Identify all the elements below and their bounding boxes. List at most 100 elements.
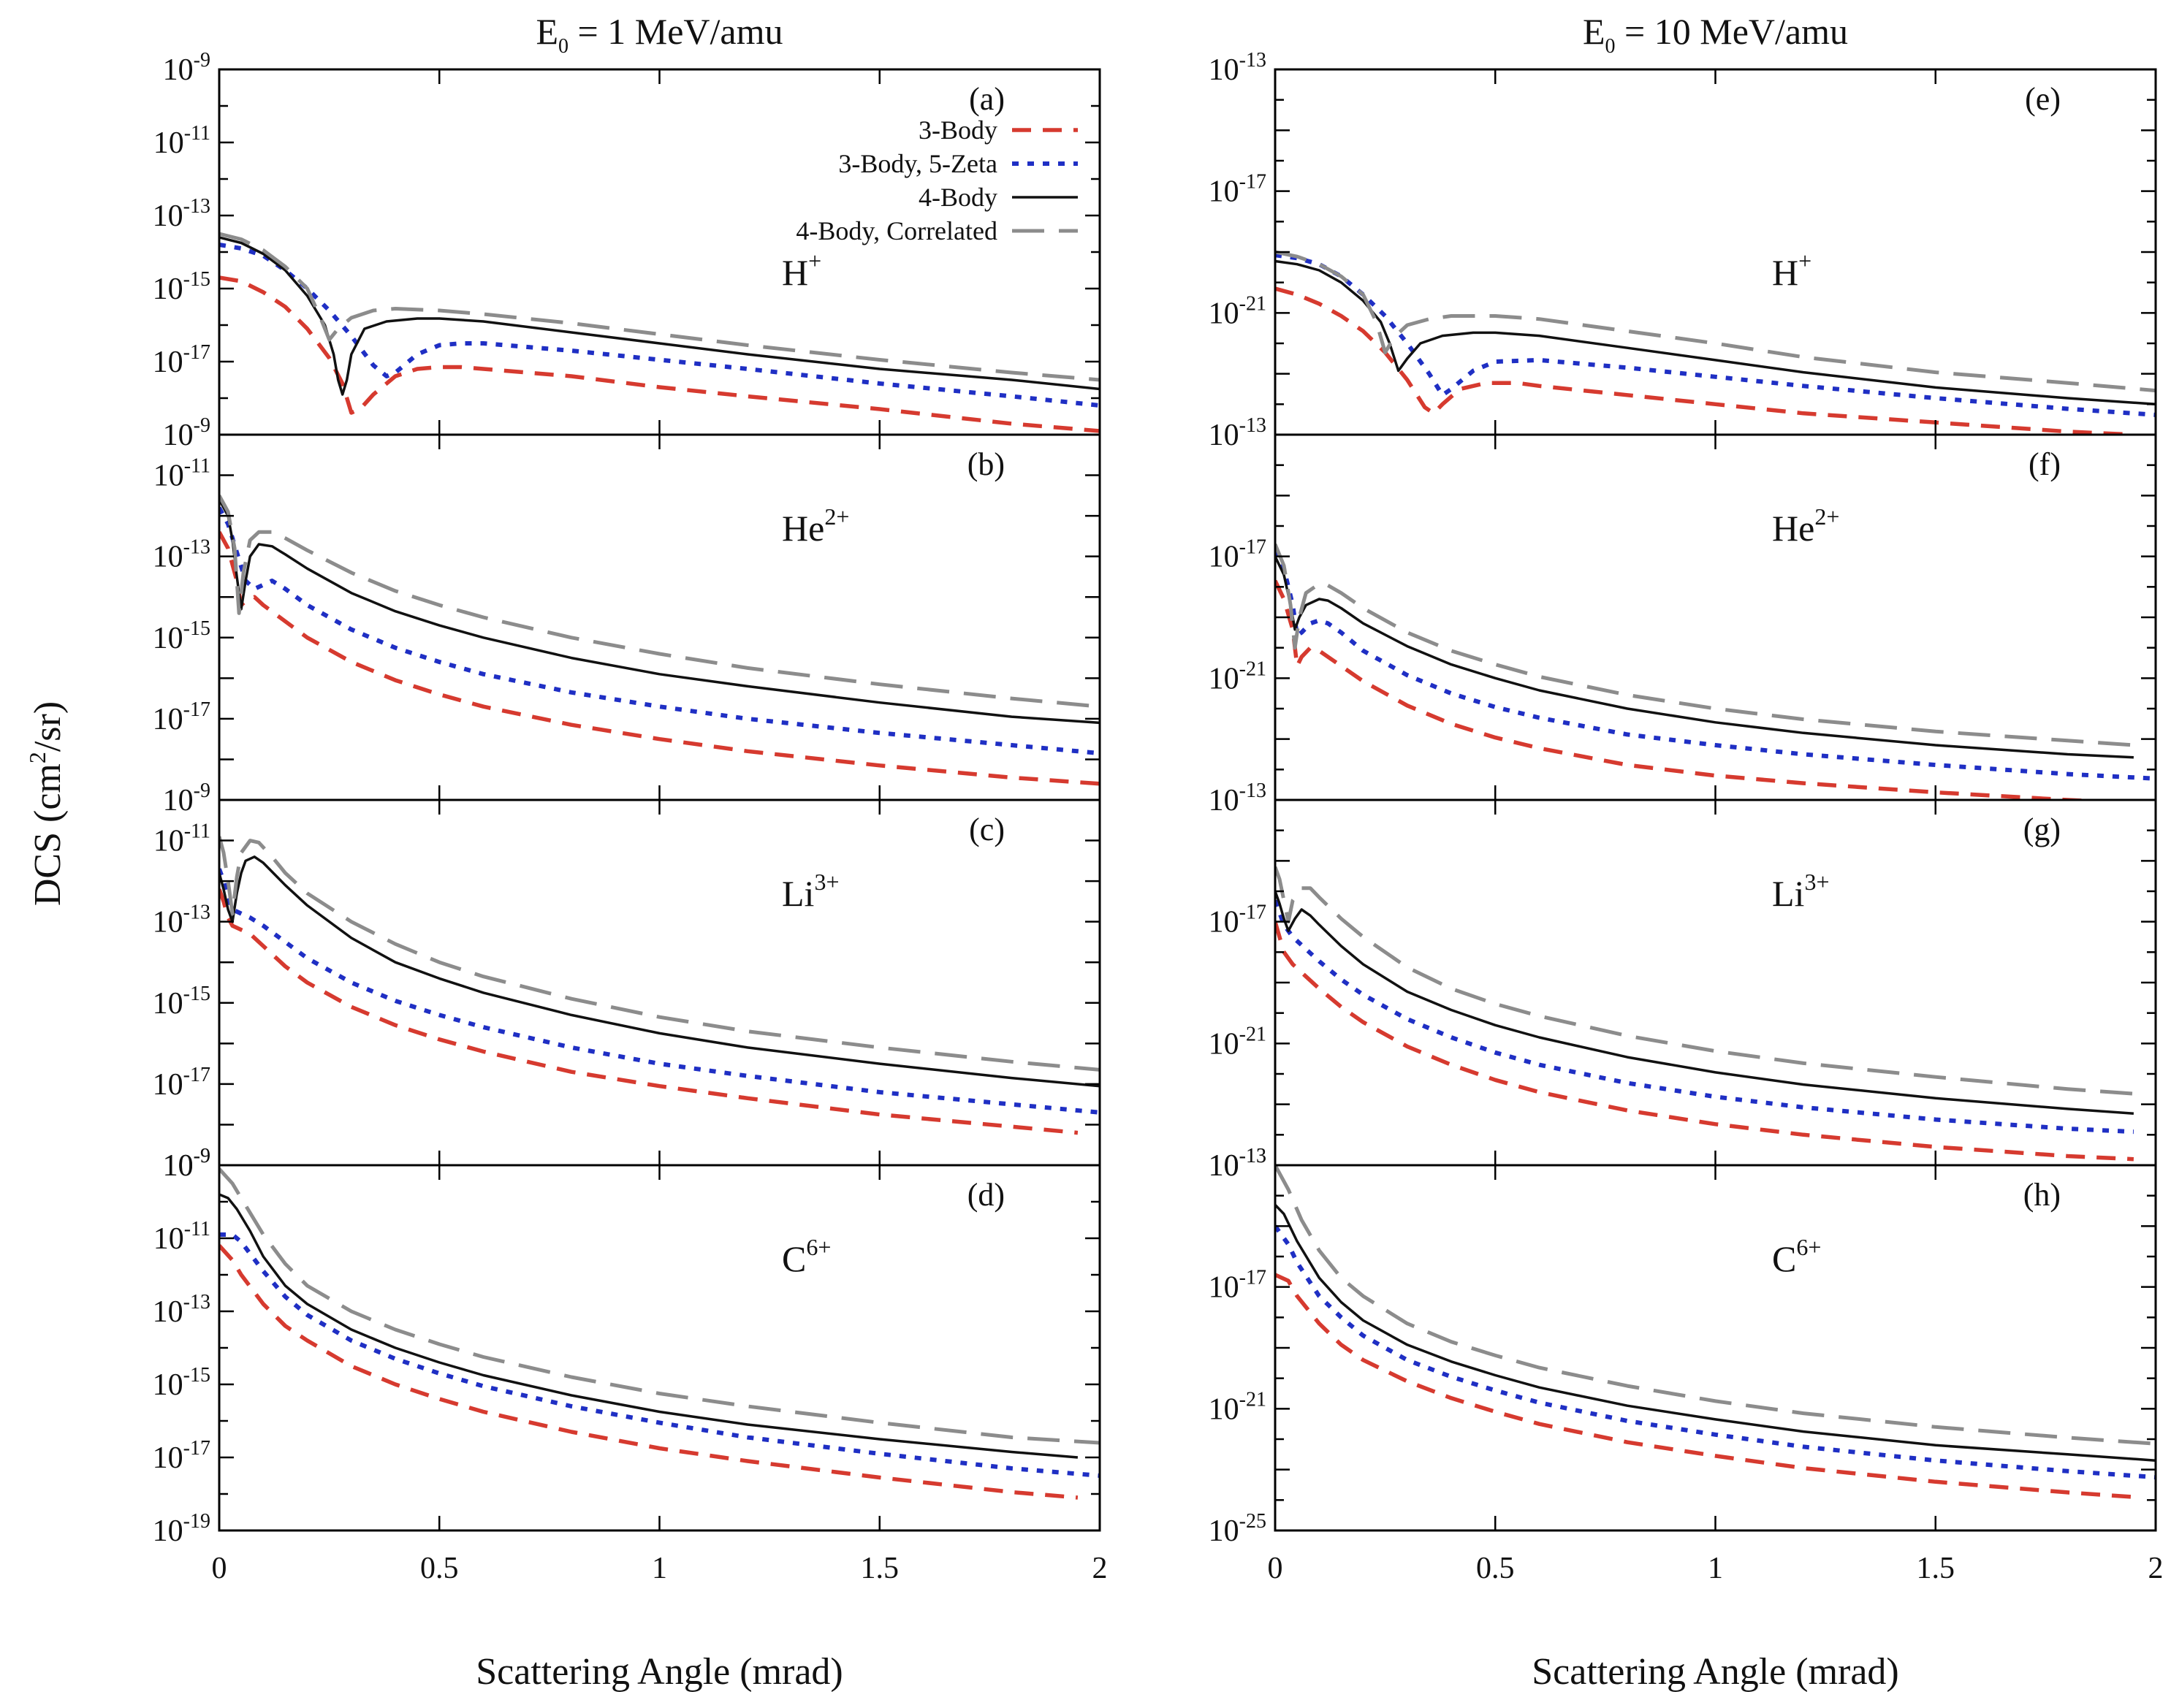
x-tick-label: 1.5	[861, 1552, 900, 1585]
y-tick-label: 10-13	[1209, 779, 1266, 817]
column-title: E0 = 1 MeV/amu	[536, 11, 783, 58]
x-axis-label: Scattering Angle (mrad)	[1532, 1651, 1899, 1693]
y-tick-label: 10-9	[163, 414, 210, 452]
y-tick-label: 10-17	[1209, 171, 1266, 209]
panel-label: (a)	[969, 81, 1005, 117]
y-tick-label: 10-11	[153, 1218, 210, 1256]
panel-label: (c)	[969, 812, 1005, 847]
y-tick-label: 10-15	[153, 1364, 210, 1402]
series-line-4-body	[219, 1193, 1079, 1459]
panel-series-group	[219, 232, 1100, 433]
y-axis-label: DCS (cm2/sr)	[24, 701, 69, 906]
series-line-4-body-correlated	[219, 232, 1100, 382]
column-title: E0 = 10 MeV/amu	[1583, 11, 1848, 58]
series-line-3-body	[1275, 286, 2134, 435]
ion-label: C6+	[782, 1234, 831, 1279]
legend-entry-label: 4-Body	[919, 183, 997, 212]
y-tick-label: 10-17	[1209, 536, 1266, 574]
y-tick-label: 10-13	[1209, 1145, 1266, 1183]
series-line-3-body	[219, 275, 1100, 433]
series-line-4-body	[1275, 259, 2156, 406]
y-tick-label: 10-17	[153, 698, 210, 736]
x-tick-label: 1.5	[1917, 1552, 1955, 1585]
ion-label: C6+	[1772, 1234, 1821, 1279]
y-tick-label: 10-21	[1209, 657, 1266, 695]
y-tick-label: 10-11	[153, 122, 210, 160]
panel-label: (h)	[2023, 1177, 2061, 1213]
series-line-4-body-correlated	[219, 836, 1100, 1072]
y-tick-label: 10-17	[153, 341, 210, 379]
panel-series-group	[219, 836, 1100, 1135]
panel-series-group	[1275, 250, 2156, 435]
y-tick-label: 10-13	[1209, 414, 1266, 452]
series-line-4-body-correlated	[1275, 866, 2134, 1096]
series-line-4-body-correlated	[1275, 1165, 2156, 1446]
x-tick-label: 2	[1092, 1552, 1108, 1585]
panel-label: (b)	[967, 446, 1005, 482]
ion-label: H+	[782, 248, 821, 293]
series-line-3-body-5-zeta	[219, 1232, 1100, 1478]
series-line-4-body-correlated	[219, 1167, 1100, 1445]
series-line-3-body	[219, 888, 1079, 1135]
panel-series-group	[1275, 866, 2134, 1162]
series-line-4-body	[1275, 1203, 2156, 1462]
y-tick-label: 10-21	[1209, 1388, 1266, 1426]
panel-series-group	[1275, 1165, 2156, 1499]
legend-entry-label: 4-Body, Correlated	[796, 216, 997, 245]
y-tick-label: 10-13	[153, 901, 210, 939]
series-line-4-body	[219, 236, 1100, 396]
x-tick-label: 0	[212, 1552, 227, 1585]
x-tick-label: 0	[1268, 1552, 1283, 1585]
panel-series-group	[219, 495, 1100, 786]
y-tick-label: 10-15	[153, 268, 210, 306]
y-tick-label: 10-19	[153, 1510, 210, 1548]
y-tick-label: 10-17	[1209, 1267, 1266, 1305]
y-tick-label: 10-15	[153, 983, 210, 1021]
panel-label: (e)	[2025, 81, 2061, 117]
panel-label: (d)	[967, 1177, 1005, 1213]
panel-series-group	[1275, 544, 2156, 800]
ion-label: Li3+	[1772, 869, 1829, 914]
x-tick-label: 0.5	[420, 1552, 459, 1585]
series-line-3-body	[219, 1244, 1079, 1500]
legend-entry-label: 3-Body	[919, 115, 997, 145]
y-tick-label: 10-9	[163, 49, 210, 87]
y-tick-label: 10-17	[1209, 901, 1266, 939]
ion-label: Li3+	[782, 869, 839, 914]
series-line-4-body	[1275, 555, 2134, 759]
ion-label: He2+	[1772, 503, 1839, 549]
y-tick-label: 10-11	[153, 455, 210, 493]
series-line-3-body-5-zeta	[1275, 1224, 2156, 1480]
panel-series-group	[219, 1167, 1100, 1500]
ion-label: H+	[1772, 248, 1811, 293]
y-tick-label: 10-13	[153, 536, 210, 574]
series-line-4-body	[1275, 891, 2134, 1115]
series-line-3-body	[1275, 1273, 2134, 1499]
series-line-4-body-correlated	[1275, 544, 2134, 747]
y-tick-label: 10-17	[153, 1437, 210, 1475]
y-tick-label: 10-9	[163, 1145, 210, 1183]
x-tick-label: 1	[1708, 1552, 1723, 1585]
legend-entry-label: 3-Body, 5-Zeta	[838, 149, 997, 178]
y-tick-label: 10-13	[153, 1291, 210, 1329]
y-tick-label: 10-25	[1209, 1510, 1266, 1548]
y-tick-label: 10-13	[1209, 49, 1266, 87]
x-axis-label: Scattering Angle (mrad)	[476, 1651, 843, 1693]
y-tick-label: 10-13	[153, 195, 210, 233]
x-tick-label: 0.5	[1476, 1552, 1515, 1585]
panel-label: (f)	[2029, 446, 2061, 482]
y-tick-label: 10-13	[1209, 1145, 1266, 1183]
y-tick-label: 10-21	[1209, 292, 1266, 330]
series-line-3-body-5-zeta	[1275, 253, 2156, 417]
y-tick-label: 10-9	[163, 1145, 210, 1183]
series-line-3-body	[1275, 920, 2134, 1162]
x-tick-label: 2	[2148, 1552, 2164, 1585]
y-tick-label: 10-17	[153, 1064, 210, 1102]
series-line-4-body-correlated	[1275, 250, 2156, 393]
panel-label: (g)	[2023, 812, 2061, 847]
y-tick-label: 10-15	[153, 617, 210, 655]
y-tick-label: 10-9	[163, 779, 210, 817]
ion-label: He2+	[782, 503, 849, 549]
